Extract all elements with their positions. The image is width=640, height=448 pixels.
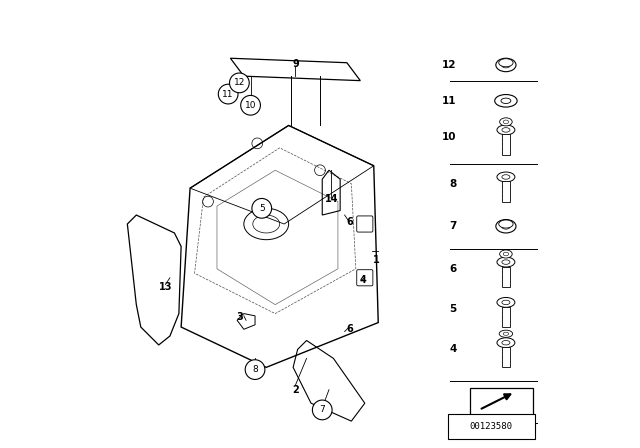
Ellipse shape (497, 125, 515, 135)
Circle shape (218, 84, 238, 104)
Ellipse shape (499, 220, 513, 228)
Text: 5: 5 (259, 204, 264, 213)
Ellipse shape (497, 297, 515, 307)
Ellipse shape (500, 118, 512, 126)
Bar (502, 307, 509, 327)
Text: 4: 4 (360, 275, 367, 285)
Text: 6: 6 (347, 324, 353, 334)
Ellipse shape (497, 257, 515, 267)
Text: 12: 12 (442, 60, 457, 70)
Text: 6: 6 (347, 217, 353, 227)
Text: 00123580: 00123580 (470, 422, 513, 431)
Ellipse shape (497, 338, 515, 348)
Text: 4: 4 (449, 345, 457, 354)
Ellipse shape (496, 220, 516, 233)
Circle shape (245, 360, 265, 379)
Ellipse shape (495, 95, 517, 107)
Ellipse shape (499, 59, 513, 67)
Text: 8: 8 (449, 179, 457, 189)
Ellipse shape (499, 330, 513, 337)
Text: 12: 12 (234, 78, 245, 87)
Text: 6: 6 (449, 264, 457, 274)
Text: 7: 7 (319, 405, 325, 414)
Bar (448, 414, 535, 439)
Circle shape (252, 198, 271, 218)
Text: 13: 13 (159, 282, 172, 292)
Ellipse shape (503, 332, 509, 335)
Circle shape (312, 400, 332, 420)
Text: 8: 8 (252, 365, 258, 374)
Circle shape (230, 73, 249, 93)
Text: 5: 5 (449, 304, 457, 314)
Text: 14: 14 (325, 194, 339, 204)
Text: 7: 7 (449, 221, 457, 231)
Bar (470, 388, 532, 419)
Text: 1: 1 (372, 255, 380, 265)
Bar (502, 267, 509, 287)
Ellipse shape (497, 172, 515, 182)
Text: 2: 2 (292, 385, 299, 395)
Ellipse shape (496, 58, 516, 72)
Ellipse shape (500, 250, 512, 258)
Bar (502, 181, 509, 202)
Ellipse shape (501, 98, 511, 103)
Text: 11: 11 (223, 90, 234, 99)
Bar (502, 347, 509, 367)
Bar (502, 134, 509, 155)
Text: 10: 10 (245, 101, 256, 110)
Text: 9: 9 (293, 59, 300, 69)
Text: 10: 10 (442, 132, 457, 142)
Circle shape (241, 95, 260, 115)
Text: 3: 3 (236, 312, 243, 322)
Text: 11: 11 (442, 96, 457, 106)
